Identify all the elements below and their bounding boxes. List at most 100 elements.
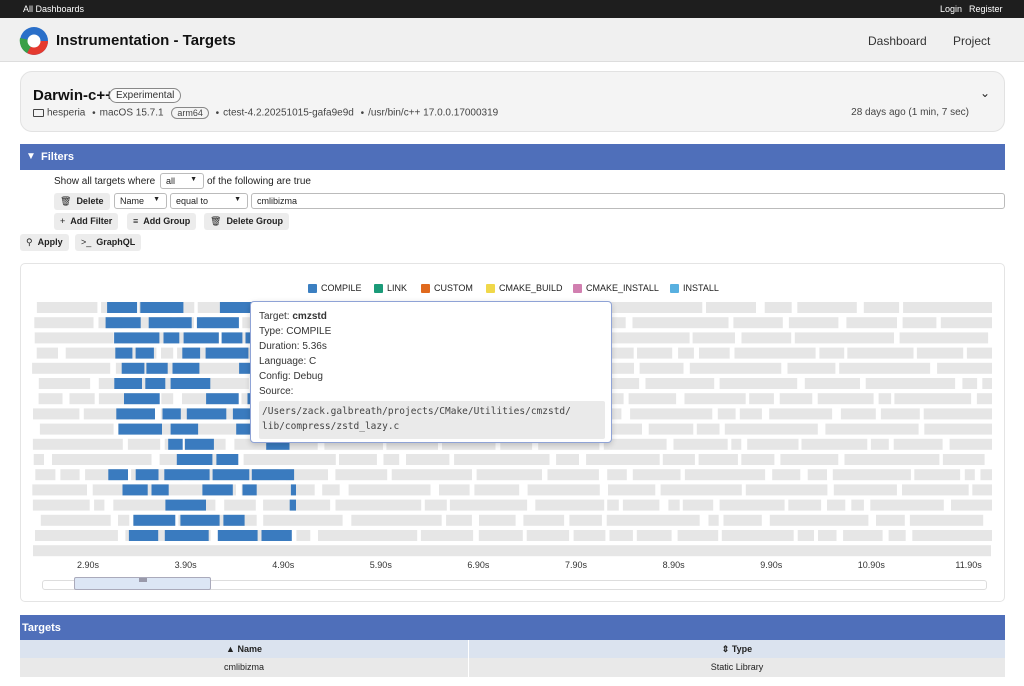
timeline-bar[interactable] bbox=[32, 438, 123, 450]
add-group-button[interactable]: ≡ Add Group bbox=[127, 213, 197, 230]
timeline-bar[interactable] bbox=[976, 393, 992, 405]
timeline-bar-compile[interactable] bbox=[140, 302, 184, 313]
timeline-bar[interactable] bbox=[888, 530, 906, 541]
timeline-bar[interactable] bbox=[880, 408, 920, 420]
timeline-bar[interactable] bbox=[949, 438, 992, 450]
timeline-bar[interactable] bbox=[324, 438, 383, 450]
timeline-bar[interactable] bbox=[731, 438, 742, 450]
timeline-bar-compile[interactable] bbox=[170, 423, 199, 435]
timeline-bar[interactable] bbox=[33, 454, 44, 465]
timeline-bar[interactable] bbox=[632, 469, 681, 481]
timeline-bar[interactable] bbox=[817, 393, 874, 405]
timeline-bar[interactable] bbox=[263, 514, 343, 526]
timeline-bar[interactable] bbox=[673, 438, 728, 450]
timeline-bar[interactable] bbox=[769, 514, 869, 526]
timeline-bar-compile[interactable] bbox=[170, 378, 211, 389]
timeline-bar-compile[interactable] bbox=[146, 362, 168, 374]
timeline-bar[interactable] bbox=[819, 347, 845, 359]
timeline-bar[interactable] bbox=[35, 530, 118, 541]
timeline-bar-compile[interactable] bbox=[164, 530, 209, 541]
timeline-bar-compile[interactable] bbox=[135, 469, 159, 481]
timeline-bar[interactable] bbox=[724, 423, 818, 435]
timeline-bar[interactable] bbox=[902, 317, 937, 329]
timeline-bar[interactable] bbox=[739, 408, 762, 420]
timeline-bar-compile[interactable] bbox=[114, 378, 142, 389]
timeline-bar[interactable] bbox=[60, 469, 80, 481]
legend-item-cmake-build[interactable]: CMAKE_BUILD bbox=[486, 283, 563, 294]
timeline-bar[interactable] bbox=[863, 302, 900, 313]
timeline-bar[interactable] bbox=[32, 484, 87, 496]
timeline-bar[interactable] bbox=[660, 484, 742, 496]
chevron-down-icon[interactable]: ⌄ bbox=[979, 86, 990, 100]
timeline-bar[interactable] bbox=[34, 332, 114, 344]
timeline-bar-compile[interactable] bbox=[236, 423, 264, 435]
filters-header[interactable]: ▼ Filters bbox=[20, 144, 1005, 170]
timeline-bar[interactable] bbox=[569, 514, 602, 526]
timeline-bar[interactable] bbox=[719, 378, 798, 389]
timeline-bar-compile[interactable] bbox=[165, 499, 206, 511]
timeline-bar[interactable] bbox=[335, 499, 422, 511]
timeline-bar[interactable] bbox=[870, 438, 889, 450]
timeline-bar[interactable] bbox=[339, 454, 377, 465]
timeline-bar[interactable] bbox=[699, 347, 730, 359]
timeline-bar[interactable] bbox=[801, 438, 868, 450]
timeline-bar[interactable] bbox=[454, 454, 550, 465]
timeline-bar[interactable] bbox=[439, 484, 470, 496]
timeline-bar[interactable] bbox=[966, 347, 992, 359]
timeline-bar[interactable] bbox=[734, 347, 816, 359]
timeline-bar-compile[interactable] bbox=[114, 332, 160, 344]
timeline-bar[interactable] bbox=[446, 514, 472, 526]
timeline-bar[interactable] bbox=[573, 530, 606, 541]
timeline-bar[interactable] bbox=[807, 469, 827, 481]
nav-project[interactable]: Project bbox=[953, 34, 991, 48]
legend-item-custom[interactable]: CUSTOM bbox=[421, 283, 473, 294]
timeline-bar[interactable] bbox=[636, 530, 672, 541]
timeline-bar[interactable] bbox=[894, 393, 972, 405]
legend-item-compile[interactable]: COMPILE bbox=[308, 283, 362, 294]
timeline-bar[interactable] bbox=[662, 454, 695, 465]
timeline-bar-compile[interactable] bbox=[289, 499, 296, 511]
timeline-bar[interactable] bbox=[827, 499, 846, 511]
all-dashboards-link[interactable]: All Dashboards bbox=[23, 4, 85, 14]
timeline-bar[interactable] bbox=[161, 393, 174, 405]
timeline-bar-compile[interactable] bbox=[115, 347, 133, 359]
timeline-bar[interactable] bbox=[717, 408, 736, 420]
timeline-bar-compile[interactable] bbox=[116, 408, 155, 420]
timeline-bar[interactable] bbox=[870, 499, 944, 511]
timeline-bar[interactable] bbox=[351, 514, 442, 526]
timeline-bar[interactable] bbox=[962, 378, 978, 389]
timeline-bar[interactable] bbox=[474, 484, 520, 496]
timeline-bar[interactable] bbox=[40, 514, 111, 526]
timeline-bar[interactable] bbox=[719, 499, 785, 511]
timeline-bar[interactable] bbox=[648, 423, 694, 435]
graphql-button[interactable]: >_ GraphQL bbox=[75, 234, 142, 251]
timeline-bar[interactable] bbox=[547, 469, 599, 481]
timeline-bar[interactable] bbox=[241, 484, 315, 496]
timeline-bar[interactable] bbox=[35, 469, 56, 481]
timeline-bar[interactable] bbox=[113, 499, 180, 511]
timeline-bar[interactable] bbox=[769, 408, 833, 420]
timeline-bar[interactable] bbox=[723, 514, 762, 526]
timeline-bar-compile[interactable] bbox=[107, 302, 138, 313]
timeline-bar[interactable] bbox=[937, 362, 992, 374]
timeline-bar[interactable] bbox=[639, 362, 684, 374]
timeline-bar[interactable] bbox=[318, 530, 418, 541]
timeline-bar[interactable] bbox=[32, 362, 111, 374]
timeline-bar[interactable] bbox=[914, 469, 961, 481]
timeline-bar-compile[interactable] bbox=[196, 317, 239, 329]
timeline-bar[interactable] bbox=[383, 454, 400, 465]
timeline-bar[interactable] bbox=[825, 423, 919, 435]
timeline-bar[interactable] bbox=[83, 408, 129, 420]
field-select[interactable]: Name ▼ bbox=[114, 193, 167, 209]
legend-item-link[interactable]: LINK bbox=[374, 283, 407, 294]
login-link[interactable]: Login bbox=[940, 4, 963, 14]
timeline-bar[interactable] bbox=[33, 545, 991, 557]
timeline-bar[interactable] bbox=[745, 484, 828, 496]
timeline-bar-compile[interactable] bbox=[242, 484, 257, 496]
legend-item-cmake-install[interactable]: CMAKE_INSTALL bbox=[573, 283, 659, 294]
timeline-bar-compile[interactable] bbox=[202, 484, 233, 496]
timeline-bar-compile[interactable] bbox=[105, 317, 141, 329]
timeline-bar[interactable] bbox=[972, 484, 992, 496]
timeline-bar[interactable] bbox=[607, 469, 627, 481]
timeline-bar[interactable] bbox=[903, 302, 992, 313]
